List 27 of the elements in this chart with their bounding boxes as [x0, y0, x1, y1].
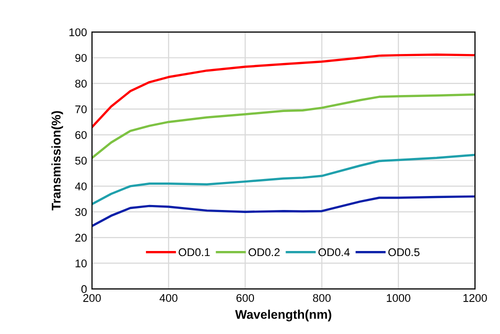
line-series [92, 93, 475, 160]
y-tick-label: 60 [75, 131, 87, 139]
y-tick-label: 90 [75, 54, 87, 62]
x-tick-label: 1000 [386, 294, 410, 302]
line-series [92, 195, 475, 228]
y-axis-title: Transmission(%) [51, 111, 64, 210]
x-tick-label: 800 [313, 294, 331, 302]
x-tick-label: 600 [236, 294, 254, 302]
legend-label: OD0.4 [318, 248, 350, 256]
line-series [92, 54, 475, 128]
line-series [92, 154, 475, 206]
y-tick-label: 50 [75, 156, 87, 165]
legend-label: OD0.1 [178, 248, 210, 256]
x-tick-label: 400 [160, 294, 178, 302]
y-tick-label: 0 [81, 285, 87, 294]
y-tick-label: 40 [75, 182, 87, 190]
x-tick-label: 1200 [463, 294, 487, 302]
legend-label: OD0.2 [248, 248, 280, 256]
x-axis-title: Wavelength(nm) [235, 310, 332, 322]
x-tick-label: 200 [83, 294, 101, 302]
y-tick-label: 10 [76, 259, 87, 268]
y-tick-label: 100 [69, 28, 87, 36]
y-tick-label: 80 [75, 80, 87, 88]
y-tick-label: 70 [75, 105, 87, 114]
y-tick-label: 30 [75, 208, 87, 216]
y-tick-label: 20 [75, 234, 87, 242]
legend-label: OD0.5 [388, 248, 420, 256]
